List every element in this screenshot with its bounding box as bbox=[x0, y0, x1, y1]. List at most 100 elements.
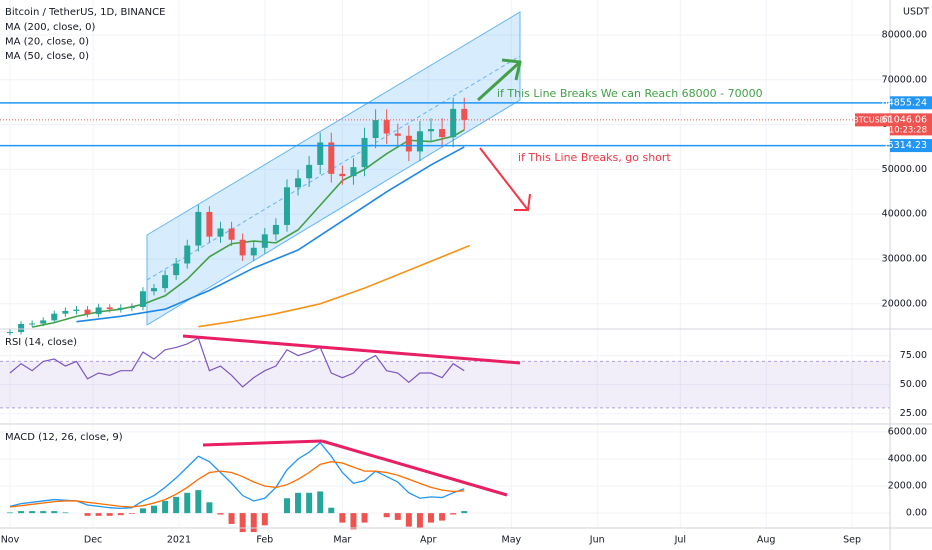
arrow-head bbox=[514, 193, 531, 211]
histogram-bar bbox=[416, 513, 423, 529]
y-tick-label: 40000.00 bbox=[882, 209, 927, 220]
histogram-bar bbox=[239, 513, 246, 533]
histogram-bar bbox=[173, 496, 180, 514]
legend-entry: MA (20, close, 0) bbox=[5, 37, 89, 48]
arrow-head bbox=[501, 58, 522, 81]
x-tick-label: Apr bbox=[420, 535, 437, 546]
y-tick-label: 50.00 bbox=[900, 379, 927, 390]
drawings bbox=[182, 58, 531, 497]
histogram-bar bbox=[228, 513, 235, 524]
x-tick-label: Sep bbox=[843, 535, 861, 546]
candle-body bbox=[173, 263, 180, 276]
y-tick-label: 50000.00 bbox=[882, 164, 927, 175]
x-tick-label: 2021 bbox=[167, 535, 191, 546]
histogram-bar bbox=[217, 513, 224, 515]
candle-body bbox=[306, 164, 313, 179]
candle-body bbox=[405, 135, 412, 152]
level-label: 64855.24 bbox=[882, 97, 927, 108]
candle-body bbox=[228, 228, 235, 240]
candle-body bbox=[317, 142, 324, 165]
histogram-bar bbox=[84, 513, 91, 516]
y-tick-label: 20000.00 bbox=[882, 298, 927, 309]
x-tick-label: Aug bbox=[757, 535, 776, 546]
candle-body bbox=[272, 224, 279, 235]
level-label: 55314.23 bbox=[882, 140, 927, 151]
chart-title: Bitcoin / TetherUS, 1D, BINANCE bbox=[5, 7, 165, 18]
last-price: 61046.06 bbox=[882, 114, 927, 125]
histogram-bar bbox=[439, 513, 446, 521]
candle-body bbox=[62, 310, 69, 314]
rsi-title: RSI (14, close) bbox=[5, 337, 77, 348]
candle-body bbox=[339, 173, 346, 177]
moving-average bbox=[76, 146, 465, 323]
annotation: if This Line Breaks, go short bbox=[518, 151, 671, 164]
histogram-bar bbox=[128, 513, 135, 514]
annotation: if This Line Breaks We can Reach 68000 -… bbox=[497, 87, 763, 100]
histogram-bar bbox=[428, 513, 435, 523]
x-tick-label: Jul bbox=[674, 535, 686, 546]
candle-body bbox=[139, 291, 146, 307]
candle-body bbox=[18, 323, 25, 333]
candle-body bbox=[372, 120, 379, 139]
y-tick-label: 2000.00 bbox=[888, 481, 927, 492]
candle-body bbox=[383, 120, 390, 134]
histogram-bar bbox=[361, 513, 368, 523]
histogram-bar bbox=[139, 508, 146, 514]
candle-body bbox=[428, 129, 435, 132]
legend-entry: MA (50, close, 0) bbox=[5, 51, 89, 62]
histogram-bar bbox=[162, 500, 169, 514]
histogram-bar bbox=[306, 492, 313, 514]
candle-body bbox=[184, 245, 191, 264]
candle-body bbox=[261, 234, 268, 248]
arrow-down bbox=[479, 147, 529, 211]
level-label-box bbox=[890, 139, 932, 153]
candle-body bbox=[394, 133, 401, 136]
candle-body bbox=[250, 247, 257, 256]
histogram-bar bbox=[95, 513, 102, 516]
y-tick-label: 25.00 bbox=[900, 408, 927, 419]
symbol-box bbox=[855, 113, 890, 127]
histogram-bar bbox=[383, 513, 390, 518]
y-tick-label: 70000.00 bbox=[882, 74, 927, 85]
histogram-bar bbox=[295, 492, 302, 514]
signal-line bbox=[9, 461, 465, 508]
histogram-bar bbox=[350, 513, 357, 530]
rsi-trendline bbox=[182, 334, 521, 365]
histogram-bar bbox=[261, 513, 268, 526]
candle-body bbox=[73, 309, 80, 311]
rsi-band bbox=[0, 361, 890, 408]
y-tick-label: 30000.00 bbox=[882, 253, 927, 264]
candle-body bbox=[350, 167, 357, 177]
macd-trendline bbox=[321, 439, 508, 497]
histogram-bar bbox=[29, 511, 36, 514]
moving-average bbox=[198, 244, 471, 328]
x-tick-label: Dec bbox=[84, 535, 102, 546]
histogram-bar bbox=[51, 511, 58, 514]
candle-body bbox=[206, 211, 213, 237]
histogram-bar bbox=[283, 498, 290, 514]
macd-trendline bbox=[202, 439, 323, 447]
candle-body bbox=[328, 142, 335, 174]
histogram-bar bbox=[62, 512, 69, 514]
histogram-bar bbox=[151, 505, 158, 514]
symbol: BTCUSDT bbox=[853, 115, 891, 124]
x-tick-label: Nov bbox=[1, 535, 20, 546]
histogram-bar bbox=[195, 490, 202, 514]
y-tick-label: 80000.00 bbox=[882, 29, 927, 40]
histogram-bar bbox=[317, 491, 324, 514]
candle-body bbox=[217, 228, 224, 237]
candle-body bbox=[29, 323, 36, 325]
histogram-bar bbox=[250, 513, 257, 533]
candle-body bbox=[117, 307, 124, 310]
candle-body bbox=[450, 108, 457, 138]
x-tick-label: Feb bbox=[256, 535, 273, 546]
candle-body bbox=[128, 306, 135, 308]
macd-line bbox=[9, 441, 465, 510]
candle-body bbox=[439, 129, 446, 138]
histogram-bar bbox=[394, 513, 401, 520]
histogram-bar bbox=[405, 513, 412, 527]
histogram-bar bbox=[328, 507, 335, 514]
histogram-bar bbox=[206, 502, 213, 514]
candle-body bbox=[195, 211, 202, 246]
